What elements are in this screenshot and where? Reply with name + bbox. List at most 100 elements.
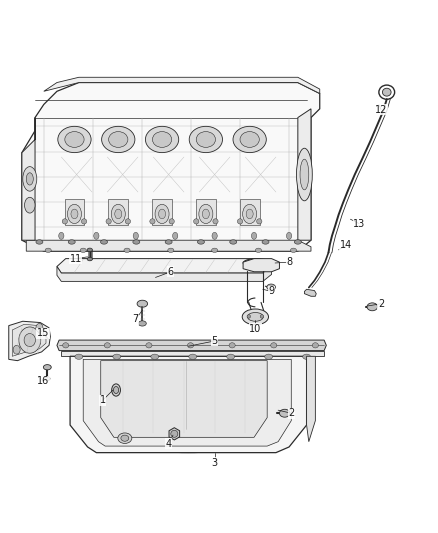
Ellipse shape (124, 248, 130, 253)
Ellipse shape (24, 334, 35, 346)
Ellipse shape (212, 248, 218, 253)
Text: 1: 1 (100, 395, 106, 405)
Text: 14: 14 (340, 240, 352, 251)
Ellipse shape (196, 132, 215, 147)
Ellipse shape (109, 132, 128, 147)
Polygon shape (70, 356, 307, 453)
Text: 13: 13 (353, 219, 365, 229)
Ellipse shape (312, 343, 318, 348)
Ellipse shape (194, 219, 199, 224)
Ellipse shape (233, 126, 266, 152)
Ellipse shape (87, 248, 92, 252)
Ellipse shape (227, 354, 235, 359)
Polygon shape (22, 83, 320, 251)
Ellipse shape (87, 257, 92, 261)
Ellipse shape (262, 240, 269, 244)
Ellipse shape (367, 303, 378, 311)
Text: 9: 9 (268, 286, 275, 296)
Ellipse shape (168, 248, 174, 253)
Polygon shape (57, 259, 272, 273)
Polygon shape (196, 199, 215, 225)
Polygon shape (101, 361, 267, 437)
Ellipse shape (45, 248, 51, 253)
Ellipse shape (242, 309, 268, 325)
Ellipse shape (150, 219, 155, 224)
Text: 3: 3 (212, 458, 218, 468)
Ellipse shape (189, 126, 223, 152)
Ellipse shape (212, 232, 217, 239)
Ellipse shape (171, 430, 178, 437)
Ellipse shape (382, 88, 391, 96)
Ellipse shape (106, 219, 111, 224)
Text: 10: 10 (249, 324, 261, 334)
Ellipse shape (286, 232, 292, 239)
Polygon shape (44, 77, 320, 93)
Text: 16: 16 (37, 376, 49, 386)
Ellipse shape (71, 209, 78, 219)
Ellipse shape (138, 321, 146, 326)
Ellipse shape (165, 240, 172, 244)
Ellipse shape (251, 232, 257, 239)
Ellipse shape (19, 327, 41, 353)
Ellipse shape (265, 354, 272, 359)
Ellipse shape (290, 248, 297, 253)
Polygon shape (109, 199, 128, 225)
Ellipse shape (173, 232, 178, 239)
Text: 6: 6 (168, 266, 174, 277)
Polygon shape (152, 199, 172, 225)
Text: 5: 5 (212, 336, 218, 346)
Ellipse shape (125, 219, 131, 224)
Ellipse shape (121, 435, 129, 441)
Text: 2: 2 (288, 408, 294, 418)
Ellipse shape (113, 354, 121, 359)
Polygon shape (22, 118, 35, 240)
Ellipse shape (229, 343, 235, 348)
Polygon shape (298, 109, 311, 240)
Ellipse shape (297, 148, 312, 201)
Ellipse shape (260, 314, 264, 318)
Ellipse shape (25, 197, 35, 213)
Ellipse shape (81, 219, 87, 224)
Ellipse shape (213, 219, 218, 224)
Ellipse shape (257, 219, 262, 224)
Ellipse shape (187, 343, 194, 348)
Ellipse shape (111, 204, 125, 223)
Polygon shape (304, 289, 316, 296)
Polygon shape (26, 240, 311, 251)
Ellipse shape (267, 284, 276, 290)
Ellipse shape (115, 209, 122, 219)
Polygon shape (83, 359, 291, 446)
Ellipse shape (152, 132, 172, 147)
Ellipse shape (169, 219, 174, 224)
Ellipse shape (189, 354, 197, 359)
Ellipse shape (13, 345, 20, 354)
Ellipse shape (112, 384, 120, 396)
Ellipse shape (26, 173, 33, 185)
Ellipse shape (104, 343, 110, 348)
Ellipse shape (198, 240, 205, 244)
Ellipse shape (243, 204, 257, 223)
Ellipse shape (68, 240, 75, 244)
Ellipse shape (102, 126, 135, 152)
Polygon shape (240, 199, 259, 225)
Polygon shape (12, 324, 46, 356)
Ellipse shape (202, 209, 209, 219)
Ellipse shape (300, 159, 309, 190)
Ellipse shape (240, 132, 259, 147)
Ellipse shape (247, 314, 251, 318)
Ellipse shape (137, 300, 148, 307)
Polygon shape (61, 351, 324, 356)
Text: 12: 12 (375, 104, 387, 115)
Ellipse shape (255, 248, 261, 253)
Text: 4: 4 (166, 439, 172, 449)
Ellipse shape (199, 204, 213, 223)
Ellipse shape (45, 376, 50, 381)
Text: 15: 15 (37, 328, 49, 338)
Ellipse shape (75, 354, 83, 359)
Ellipse shape (294, 240, 301, 244)
Ellipse shape (159, 209, 166, 219)
Ellipse shape (59, 232, 64, 239)
Polygon shape (57, 340, 326, 351)
Ellipse shape (133, 240, 140, 244)
Text: 2: 2 (378, 298, 384, 309)
